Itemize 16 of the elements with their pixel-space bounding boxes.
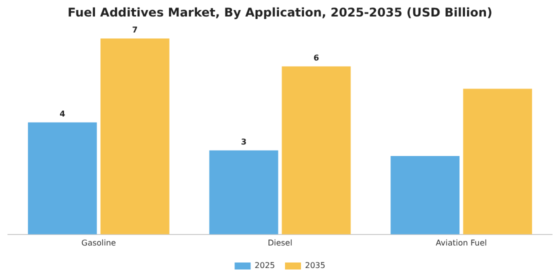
x-tick-label: Aviation Fuel (436, 238, 487, 248)
bar (100, 38, 170, 234)
legend-label: 2035 (305, 261, 326, 270)
data-label: 4 (60, 109, 66, 118)
bar (463, 88, 532, 234)
chart-title: Fuel Additives Market, By Application, 2025-2035 (USD Billion) (68, 5, 492, 20)
data-label: 7 (132, 25, 138, 34)
bar (209, 150, 278, 234)
bar (282, 66, 351, 234)
bar (390, 156, 460, 234)
x-tick-label: Gasoline (81, 238, 116, 248)
bar (28, 122, 97, 234)
legend-label: 2025 (254, 261, 275, 270)
data-label: 6 (313, 53, 320, 62)
x-tick-label: Diesel (268, 238, 292, 248)
data-label: 3 (240, 137, 247, 146)
